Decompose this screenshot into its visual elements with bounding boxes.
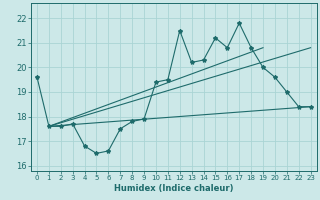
X-axis label: Humidex (Indice chaleur): Humidex (Indice chaleur) — [114, 184, 234, 193]
